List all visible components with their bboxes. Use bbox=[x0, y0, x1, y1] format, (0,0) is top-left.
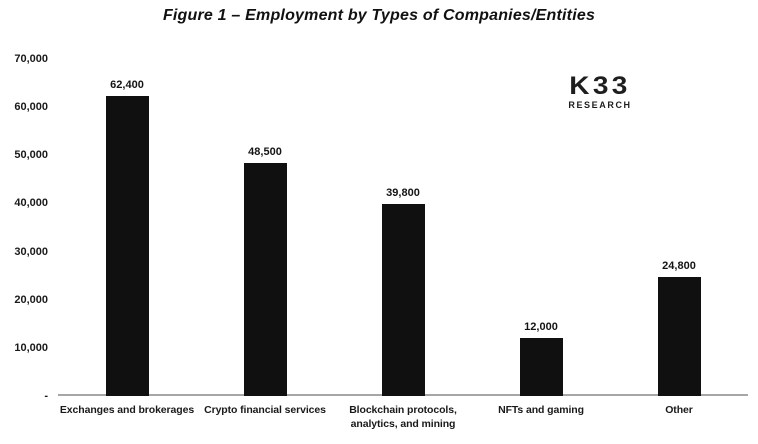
y-axis-tick-label-5: 20,000 bbox=[14, 293, 48, 306]
x-axis-category-label-0: Exchanges and brokerages bbox=[59, 404, 195, 416]
bar-value-label-1: 48,500 bbox=[248, 145, 282, 158]
y-axis-tick-label-7: - bbox=[44, 390, 48, 402]
k33-research-logo: K33 RESEARCH bbox=[552, 74, 648, 110]
x-axis-category-label-2: Blockchain protocols, analytics, and min… bbox=[349, 404, 457, 430]
k33-logo-wordmark: K33 bbox=[569, 72, 631, 100]
x-axis-category-label-3: NFTs and gaming bbox=[498, 404, 584, 416]
y-axis-tick-label-0: 70,000 bbox=[14, 53, 48, 65]
y-axis-tick-label-2: 50,000 bbox=[14, 149, 48, 162]
chart-title: Figure 1 – Employment by Types of Compan… bbox=[162, 7, 596, 24]
bar-3 bbox=[519, 338, 563, 396]
k33-logo-research-text: RESEARCH bbox=[568, 100, 632, 110]
bar-2 bbox=[381, 204, 425, 396]
bar-value-label-2: 39,800 bbox=[386, 187, 420, 200]
y-axis-tick-label-1: 60,000 bbox=[14, 101, 48, 114]
y-axis-tick-label-6: 10,000 bbox=[14, 341, 48, 354]
x-axis-category-label-4: Other bbox=[665, 404, 693, 416]
bar-4 bbox=[657, 276, 701, 396]
bar-0 bbox=[105, 95, 149, 396]
y-axis-tick-label-4: 30,000 bbox=[14, 245, 48, 258]
bar-1 bbox=[243, 162, 287, 396]
bar-value-label-3: 12,000 bbox=[524, 321, 558, 334]
y-axis-tick-label-3: 40,000 bbox=[14, 197, 48, 210]
bar-value-label-4: 24,800 bbox=[662, 259, 696, 272]
x-axis-category-label-1: Crypto financial services bbox=[204, 404, 326, 416]
bar-value-label-0: 62,400 bbox=[110, 78, 144, 91]
